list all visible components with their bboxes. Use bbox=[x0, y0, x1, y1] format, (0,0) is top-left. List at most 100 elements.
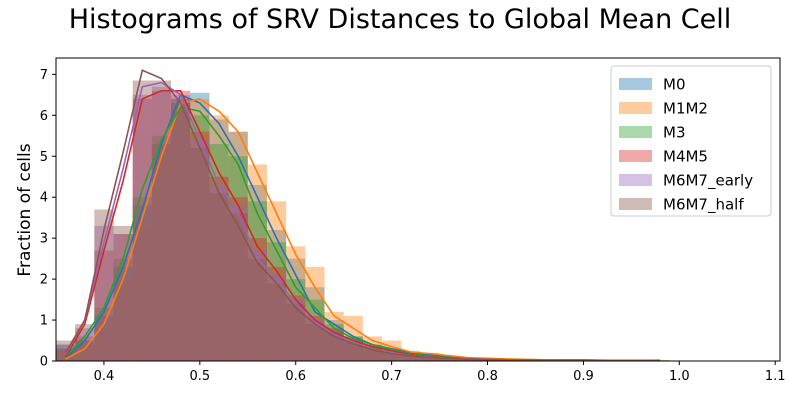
histogram-bar-m6m7-half-18 bbox=[401, 356, 421, 361]
x-tick-label: 0.4 bbox=[94, 369, 115, 384]
histogram-bar-m6m7-early-13 bbox=[305, 320, 325, 361]
histogram-bar-m0-2 bbox=[94, 315, 114, 361]
histogram-bar-m3-6 bbox=[171, 98, 191, 361]
y-tick-label: 6 bbox=[40, 109, 48, 124]
histogram-bar-m3-5 bbox=[151, 135, 172, 361]
y-tick-label: 5 bbox=[40, 150, 48, 165]
histogram-bar-m0-5 bbox=[151, 143, 172, 361]
y-tick-label: 7 bbox=[40, 68, 48, 83]
y-tick-label: 2 bbox=[40, 273, 48, 288]
histogram-bar-m6m7-half-17 bbox=[382, 352, 402, 361]
histogram-bar-m6m7-half-20 bbox=[439, 358, 459, 361]
histogram-bar-m3-2 bbox=[94, 307, 114, 361]
histogram-bar-m6m7-early-8 bbox=[209, 184, 229, 361]
histogram-bar-m4m5-8 bbox=[209, 176, 229, 361]
legend-label-m3: M3 bbox=[663, 124, 686, 142]
histogram-bars bbox=[56, 80, 670, 361]
histogram-bar-m6m7-half-10 bbox=[247, 258, 267, 361]
legend-box bbox=[610, 65, 772, 217]
histogram-bar-m1m2-5 bbox=[151, 143, 172, 361]
histogram-bar-m6m7-half-16 bbox=[362, 348, 383, 361]
y-tick-label: 1 bbox=[40, 314, 48, 329]
histogram-bar-m1m2-1 bbox=[75, 344, 95, 361]
histogram-bar-m0-6 bbox=[171, 98, 191, 361]
histogram-bar-m6m7-early-18 bbox=[401, 355, 421, 361]
histogram-bar-m6m7-early-17 bbox=[382, 351, 402, 361]
histogram-bar-m6m7-half-6 bbox=[171, 103, 191, 361]
y-axis: 0 1 2 3 4 5 6 7 bbox=[40, 68, 56, 370]
x-axis: 0.4 0.5 0.6 0.7 0.8 0.9 1.0 1.1 bbox=[94, 361, 786, 384]
histogram-bar-m6m7-early-5 bbox=[151, 86, 172, 361]
legend-swatch-m4m5 bbox=[619, 150, 652, 162]
x-tick-label: 1.0 bbox=[669, 369, 690, 384]
x-tick-label: 0.7 bbox=[381, 369, 402, 384]
histogram-bar-m6m7-early-9 bbox=[228, 205, 248, 361]
legend-label-m1m2: M1M2 bbox=[663, 100, 708, 118]
histogram-bar-m3-4 bbox=[132, 197, 152, 361]
histogram-bar-m6m7-early-10 bbox=[247, 250, 267, 361]
histogram-bar-m6m7-early-7 bbox=[190, 139, 210, 361]
histogram-bar-m1m2-13 bbox=[305, 266, 325, 361]
histogram-bar-m3-10 bbox=[247, 201, 267, 361]
chart-title: Histograms of SRV Distances to Global Me… bbox=[68, 4, 732, 35]
histogram-bar-m4m5-18 bbox=[401, 354, 421, 361]
y-axis-label: Fraction of cells bbox=[15, 143, 35, 276]
legend-label-m4m5: M4M5 bbox=[663, 148, 708, 166]
histogram-bar-m6m7-half-5 bbox=[151, 80, 172, 361]
histogram-bar-m1m2-3 bbox=[113, 279, 133, 361]
histogram-bar-m6m7-half-21 bbox=[458, 359, 478, 361]
histogram-bar-m6m7-half-12 bbox=[286, 303, 306, 361]
legend-label-m6m7-half: M6M7_half bbox=[663, 196, 744, 215]
histogram-bar-m3-19 bbox=[420, 356, 440, 361]
x-tick-label: 0.5 bbox=[189, 369, 210, 384]
legend-swatch-m0 bbox=[619, 78, 652, 90]
histogram-bar-m0-4 bbox=[132, 205, 152, 361]
legend-label-m0: M0 bbox=[663, 76, 686, 94]
histogram-bar-m6m7-half-7 bbox=[190, 148, 210, 361]
legend-swatch-m1m2 bbox=[619, 102, 652, 114]
histogram-bar-m6m7-half-14 bbox=[324, 332, 344, 361]
legend-swatch-m6m7-early bbox=[619, 174, 652, 186]
histogram-bar-m4m5-6 bbox=[171, 90, 191, 361]
histogram-bar-m3-18 bbox=[401, 353, 421, 361]
histogram-bar-m6m7-early-4 bbox=[132, 94, 152, 361]
histogram-bar-m6m7-half-11 bbox=[266, 283, 287, 361]
histogram-bar-m6m7-half-2 bbox=[94, 209, 114, 361]
histogram-bar-m4m5-17 bbox=[382, 350, 402, 361]
histogram-bar-m0-10 bbox=[247, 184, 267, 361]
histogram-bar-m3-3 bbox=[113, 258, 133, 361]
histogram-bar-m6m7-half-3 bbox=[113, 225, 133, 361]
histogram-bar-m6m7-early-16 bbox=[362, 348, 383, 361]
histogram-bar-m6m7-early-12 bbox=[286, 299, 306, 361]
histogram-bar-m3-7 bbox=[190, 115, 210, 361]
histogram-bar-m0-11 bbox=[266, 229, 287, 361]
histogram-bar-m6m7-half-4 bbox=[132, 80, 152, 361]
histogram-bar-m1m2-6 bbox=[171, 107, 191, 361]
x-tick-label: 1.1 bbox=[765, 369, 786, 384]
y-tick-label: 4 bbox=[40, 191, 48, 206]
histogram-bar-m4m5-7 bbox=[190, 131, 210, 361]
legend-label-m6m7-early: M6M7_early bbox=[663, 172, 753, 191]
histogram-bar-m6m7-early-11 bbox=[266, 275, 287, 361]
y-tick-label: 3 bbox=[40, 232, 48, 247]
histogram-bar-m6m7-early-1 bbox=[75, 328, 95, 361]
x-tick-label: 0.6 bbox=[285, 369, 306, 384]
histogram-bar-m3-12 bbox=[286, 279, 306, 361]
density-lines bbox=[64, 69, 661, 361]
histogram-bar-m1m2-2 bbox=[94, 328, 114, 361]
histogram-bar-m6m7-half-13 bbox=[305, 324, 325, 361]
x-tick-label: 0.8 bbox=[477, 369, 498, 384]
histogram-bar-m6m7-half-19 bbox=[420, 357, 440, 361]
y-tick-label: 0 bbox=[40, 355, 48, 370]
histogram-bar-m4m5-20 bbox=[439, 358, 459, 361]
histogram-bar-m3-8 bbox=[209, 143, 229, 361]
histogram-bar-m1m2-4 bbox=[132, 225, 152, 361]
histogram-bar-m6m7-early-21 bbox=[458, 359, 478, 361]
histogram-bar-m6m7-half-9 bbox=[228, 213, 248, 361]
histogram-bar-m1m2-8 bbox=[209, 115, 229, 361]
histogram-bar-m6m7-early-20 bbox=[439, 358, 459, 361]
histogram-bar-m6m7-half-15 bbox=[343, 342, 363, 361]
histogram-bar-m4m5-4 bbox=[132, 98, 152, 361]
histogram-bar-m1m2-9 bbox=[228, 131, 248, 361]
